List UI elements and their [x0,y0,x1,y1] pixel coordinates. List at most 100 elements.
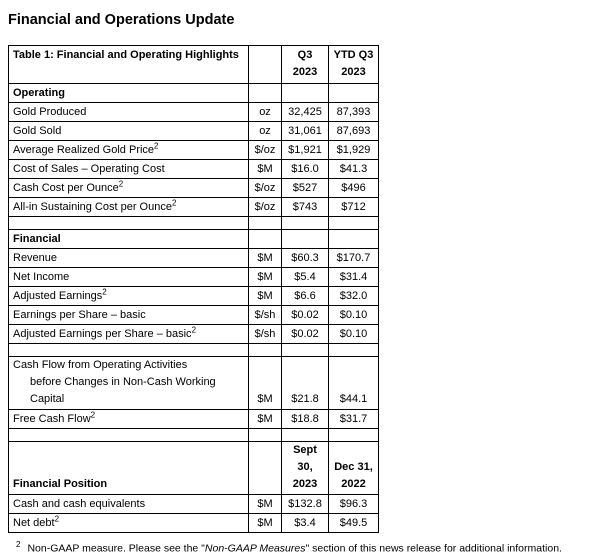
row-q3-value: $18.8 [281,409,329,429]
row-unit: $/sh [248,324,282,344]
row-ytd-value: $44.1 [328,356,379,410]
row-ytd-value: 87,693 [328,121,379,141]
row-q3-value: $60.3 [281,248,329,268]
table-row: Adjusted Earnings per Share – basic2 $/s… [8,324,379,344]
row-q3-value: $743 [281,197,329,217]
footnote-italic-text: Non-GAAP Measures [204,542,306,555]
table-row: Net debt2 $M $3.4 $49.5 [8,513,379,533]
table-row: Revenue $M $60.3 $170.7 [8,248,379,268]
row-q3-value: $16.0 [281,159,329,179]
footnote-marker: 2 [171,197,177,207]
row-q3-value: $0.02 [281,324,329,344]
section-row-financial-position: Financial Position Sept 30, 2023 Dec 31,… [8,441,379,495]
footnote-marker: 2 [54,513,60,523]
row-unit: $M [248,513,282,533]
table-row: Cash Cost per Ounce2 $/oz $527 $496 [8,178,379,198]
ytd-header-cell: YTD Q3 2023 [328,45,379,84]
spacer-row [8,343,379,357]
row-q3-value: $527 [281,178,329,198]
row-unit: $M [248,286,282,306]
footnote-marker: 2 [118,178,124,188]
table-row: Gold Produced oz 32,425 87,393 [8,102,379,122]
row-unit: $M [248,267,282,287]
row-label: Gold Produced [8,102,249,122]
row-label: Net debt2 [8,513,249,533]
row-label: Cash and cash equivalents [8,494,249,514]
footnote-text-end: " section of this news release for addit… [305,542,562,555]
row-q3-value: 32,425 [281,102,329,122]
page-title: Financial and Operations Update [8,12,235,28]
row-label: Net Income [8,267,249,287]
row-ytd-value: $170.7 [328,248,379,268]
row-q3-value: $0.02 [281,305,329,325]
row-ytd-value: $96.3 [328,494,379,514]
financial-highlights-table: Table 1: Financial and Operating Highlig… [8,45,379,533]
row-ytd-value: $32.0 [328,286,379,306]
footnote-marker: 2 [16,540,21,549]
table-title-cell: Table 1: Financial and Operating Highlig… [8,45,249,84]
row-ytd-value: 87,393 [328,102,379,122]
table-row: Average Realized Gold Price2 $/oz $1,921… [8,140,379,160]
row-unit: $M [248,248,282,268]
unit-header-cell [248,45,282,84]
row-unit: $M [248,494,282,514]
section-row-operating: Operating [8,83,379,103]
date-header-dec: Dec 31, 2022 [328,441,379,495]
q3-header-cell: Q3 2023 [281,45,329,84]
row-label: Adjusted Earnings per Share – basic2 [8,324,249,344]
table-row: Gold Sold oz 31,061 87,693 [8,121,379,141]
row-ytd-value: $496 [328,178,379,198]
section-label: Financial Position [8,441,249,495]
table-row: Free Cash Flow2 $M $18.8 $31.7 [8,409,379,429]
row-label: Cost of Sales – Operating Cost [8,159,249,179]
table-header-row: Table 1: Financial and Operating Highlig… [8,45,379,84]
table-row: Cost of Sales – Operating Cost $M $16.0 … [8,159,379,179]
row-q3-value: $132.8 [281,494,329,514]
table-row: All-in Sustaining Cost per Ounce2 $/oz $… [8,197,379,217]
section-row-financial: Financial [8,229,379,249]
row-ytd-value: $0.10 [328,324,379,344]
row-ytd-value: $49.5 [328,513,379,533]
row-label: Cash Cost per Ounce2 [8,178,249,198]
row-label: All-in Sustaining Cost per Ounce2 [8,197,249,217]
footnote-marker: 2 [191,324,197,334]
spacer-row [8,216,379,230]
section-label: Financial [8,229,249,249]
table-row: Cash and cash equivalents $M $132.8 $96.… [8,494,379,514]
row-ytd-value: $31.7 [328,409,379,429]
table-row: Net Income $M $5.4 $31.4 [8,267,379,287]
row-unit: $M [248,356,282,410]
footnote-marker: 2 [90,409,96,419]
section-label: Operating [8,83,249,103]
row-label: Earnings per Share – basic [8,305,249,325]
footnote-text: Non-GAAP measure. Please see the " [27,542,205,555]
row-unit: $M [248,159,282,179]
row-ytd-value: $0.10 [328,305,379,325]
table-row: Earnings per Share – basic $/sh $0.02 $0… [8,305,379,325]
row-unit: oz [248,102,282,122]
row-ytd-value: $41.3 [328,159,379,179]
table-row: Adjusted Earnings2 $M $6.6 $32.0 [8,286,379,306]
ytd-header-line1: YTD Q3 [333,49,374,61]
row-label: Revenue [8,248,249,268]
row-q3-value: $1,921 [281,140,329,160]
row-label: Adjusted Earnings2 [8,286,249,306]
row-unit: $M [248,409,282,429]
table-row-cash-flow: Cash Flow from Operating Activities befo… [8,356,379,410]
row-q3-value: $6.6 [281,286,329,306]
row-ytd-value: $1,929 [328,140,379,160]
row-ytd-value: $712 [328,197,379,217]
date-header-sept: Sept 30, 2023 [281,441,329,495]
row-q3-value: 31,061 [281,121,329,141]
row-unit: oz [248,121,282,141]
row-label: Free Cash Flow2 [8,409,249,429]
footnote-marker: 2 [154,140,159,150]
row-q3-value: $3.4 [281,513,329,533]
row-label: Gold Sold [8,121,249,141]
row-ytd-value: $31.4 [328,267,379,287]
row-unit: $/sh [248,305,282,325]
footnote-marker: 2 [102,286,107,296]
row-unit: $/oz [248,197,282,217]
non-gaap-footnote: 2 Non-GAAP measure. Please see the "Non-G… [8,540,591,555]
